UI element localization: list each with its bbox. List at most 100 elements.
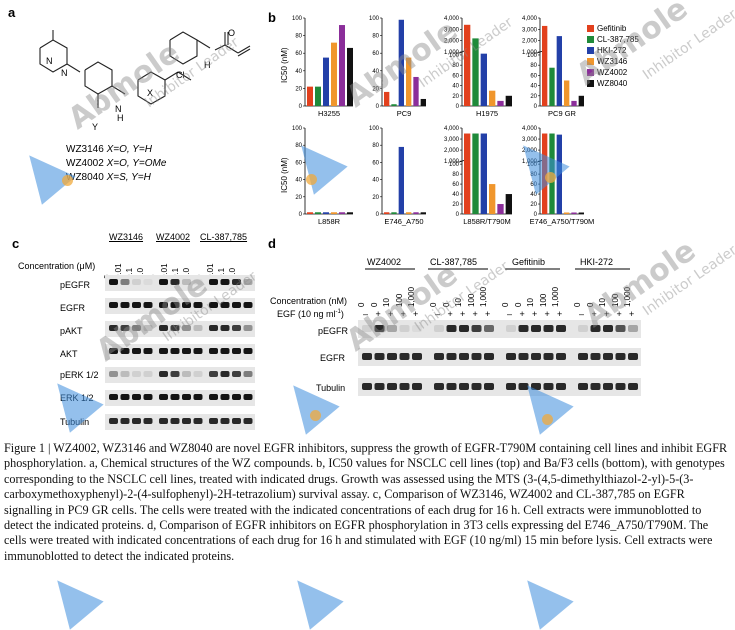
blot-band xyxy=(232,394,241,400)
blot-band xyxy=(243,418,253,424)
y-tick-label: 3,000 xyxy=(522,137,538,143)
d-egf-tick: + xyxy=(375,309,381,319)
blot-strip xyxy=(105,367,255,383)
blot-band xyxy=(132,302,141,308)
blot-band xyxy=(603,353,613,360)
blot-band xyxy=(531,353,541,360)
c-row-label: AKT xyxy=(60,349,78,359)
bar xyxy=(464,24,471,106)
legend-swatch xyxy=(587,25,594,32)
y-tick-label: 80 xyxy=(452,63,459,69)
bar xyxy=(472,38,479,106)
chemical-structure xyxy=(39,30,251,108)
bar xyxy=(384,91,390,106)
d-conc-tick: 100 xyxy=(610,293,620,307)
d-conc-tick: 10 xyxy=(526,298,535,307)
blot-band xyxy=(132,325,141,331)
d-row-label: pEGFR xyxy=(318,326,349,336)
blot-band xyxy=(459,353,469,360)
bar xyxy=(413,212,419,214)
y-tick-label: 60 xyxy=(452,73,459,79)
blot-band xyxy=(220,394,230,400)
y-tick-label: 20 xyxy=(295,195,302,201)
blot-band xyxy=(232,371,241,377)
bar xyxy=(578,212,584,214)
legend-item: CL-387,785 xyxy=(587,35,639,44)
blot-band xyxy=(120,348,130,354)
d-egf-tick: + xyxy=(460,309,466,319)
blot-band xyxy=(531,383,541,390)
blot-band xyxy=(578,353,588,360)
structure-o: O xyxy=(228,28,236,38)
blot-band xyxy=(109,279,118,285)
structure-x: X xyxy=(147,88,154,98)
blot-band xyxy=(143,279,153,285)
blot-band xyxy=(387,353,397,360)
blot-band xyxy=(220,302,230,308)
watermark-logo-icon xyxy=(40,566,104,630)
blot-strip xyxy=(105,298,255,314)
d-conc-tick: 0 xyxy=(513,302,523,307)
compound-item: WZ4002 X=O, Y=OMe xyxy=(66,158,167,169)
blot-band xyxy=(193,279,203,285)
d-egf-tick: + xyxy=(544,309,550,319)
y-tick-label: 20 xyxy=(372,86,379,92)
chart-title: PC9 xyxy=(397,109,412,118)
y-tick-label: 100 xyxy=(527,53,538,59)
d-conc-tick: 0 xyxy=(573,302,582,307)
d-drug-underlines xyxy=(365,268,630,270)
blot-band xyxy=(109,371,118,377)
blot-band xyxy=(209,279,218,285)
d-egf-tick: – xyxy=(507,309,513,319)
blot-band xyxy=(578,325,588,332)
blot-strip xyxy=(358,320,641,338)
blot-band xyxy=(506,353,516,360)
blot-strip xyxy=(105,321,255,337)
c-row-label: EGFR xyxy=(60,303,86,313)
blot-band xyxy=(209,325,218,331)
y-tick-label: 80 xyxy=(295,34,302,40)
d-drug-label: HKI-272 xyxy=(580,257,614,267)
compound-item: WZ8040 X=S, Y=H xyxy=(66,172,151,183)
blot-band xyxy=(120,279,130,285)
y-tick-label: 4,000 xyxy=(444,16,460,22)
blot-band xyxy=(556,325,566,332)
chart-title: H1975 xyxy=(476,109,498,118)
blot-band xyxy=(243,279,253,285)
legend-item: HKI-272 xyxy=(587,46,626,55)
watermark-logo-icon xyxy=(510,566,574,630)
blot-band xyxy=(182,279,191,285)
y-tick-label: 100 xyxy=(449,162,460,168)
blot-band xyxy=(170,394,180,400)
d-drug-label: WZ4002 xyxy=(367,257,402,267)
y-tick-label: 60 xyxy=(295,51,302,57)
bar xyxy=(315,212,321,214)
d-egf-tick: + xyxy=(519,309,525,319)
blot-band xyxy=(159,394,168,400)
blot-band xyxy=(143,394,153,400)
blot-band xyxy=(434,383,444,390)
y-tick-label: 80 xyxy=(530,172,537,178)
d-conc-tick: 0 xyxy=(441,302,451,307)
structure-h2: H xyxy=(204,60,211,70)
d-egf-tick: + xyxy=(591,309,597,319)
blot-band xyxy=(170,371,180,377)
y-tick-label: 100 xyxy=(292,126,303,132)
bar xyxy=(384,212,390,214)
bar xyxy=(480,133,487,214)
blot-band xyxy=(412,383,422,390)
blot-band xyxy=(109,325,118,331)
blot-band xyxy=(459,383,469,390)
y-tick-label: 20 xyxy=(372,195,379,201)
blot-band xyxy=(590,325,601,332)
blot-strip xyxy=(358,378,641,396)
bar xyxy=(339,25,345,106)
y-tick-label: 2,000 xyxy=(522,148,538,154)
c-row-label: Tubulin xyxy=(60,417,90,427)
y-tick-label: 80 xyxy=(372,143,379,149)
y-tick-label: 60 xyxy=(530,182,537,188)
d-egf-tick: + xyxy=(532,309,538,319)
d-egf-tick: – xyxy=(435,309,441,319)
d-drug-label: Gefitinib xyxy=(512,257,546,267)
y-tick-label: 20 xyxy=(452,94,459,100)
